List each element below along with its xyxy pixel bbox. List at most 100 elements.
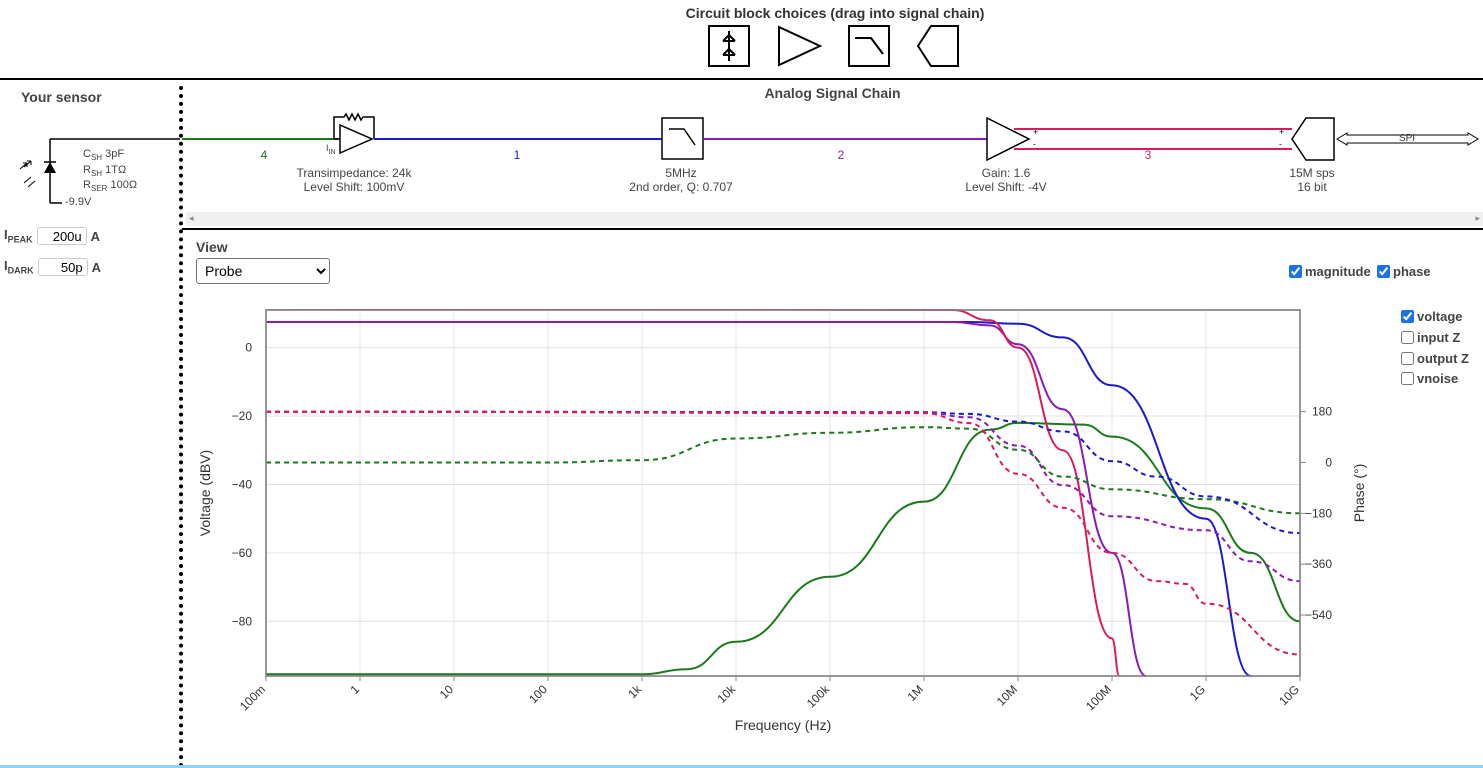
- panel-splitter[interactable]: [179, 86, 183, 768]
- series-line-7: [265, 410, 1301, 656]
- output-z-label: output Z: [1417, 351, 1469, 366]
- y-axis-title: Voltage (dBV): [197, 450, 213, 536]
- filter-block[interactable]: [848, 25, 890, 67]
- svg-text:+: +: [1033, 127, 1038, 137]
- tia-transimpedance: Transimpedance: 24k: [296, 166, 412, 180]
- phase-label: phase: [1393, 264, 1431, 279]
- output-z-checkbox[interactable]: [1401, 352, 1414, 365]
- adc-chain-block[interactable]: + -: [1279, 117, 1335, 161]
- csh-value: 3pF: [105, 148, 125, 160]
- signal-chain-title: Analog Signal Chain: [764, 85, 901, 101]
- x-tick-label: 100m: [237, 682, 268, 713]
- photodiode-symbol[interactable]: [14, 135, 180, 210]
- ipeak-row: IPEAK A: [4, 225, 100, 247]
- plot-mask-bottom: [264, 677, 1302, 750]
- ipeak-label: IPEAK: [4, 227, 33, 245]
- tia-level-shift: Level Shift: 100mV: [303, 180, 405, 194]
- filter-freq: 5MHz: [665, 166, 697, 180]
- voltage-toggle[interactable]: voltage: [1401, 309, 1463, 324]
- sensor-bias: -9.9V: [65, 196, 92, 208]
- phase-toggle[interactable]: phase: [1377, 264, 1431, 279]
- idark-unit: A: [91, 259, 102, 275]
- top-divider: [0, 78, 1483, 80]
- sensor-csh: CSH 3pF: [83, 148, 125, 163]
- input-z-label: input Z: [1417, 330, 1461, 345]
- adc-label: 15M sps 16 bit: [1262, 166, 1362, 194]
- series-line-2: [266, 321, 1147, 677]
- idark-label: IDARK: [4, 258, 34, 276]
- vnoise-toggle[interactable]: vnoise: [1401, 371, 1458, 386]
- plot-frame-top: [265, 309, 1301, 677]
- output-z-toggle[interactable]: output Z: [1401, 351, 1469, 366]
- net-label-4: 4: [260, 148, 268, 162]
- photodiode-block[interactable]: [708, 25, 750, 67]
- window-bottom-border: [0, 765, 1483, 768]
- svg-text:-: -: [1033, 139, 1036, 149]
- scroll-left-icon[interactable]: ◂: [189, 213, 194, 223]
- series-line-5: [265, 410, 1301, 535]
- y-tick-label: 0: [245, 341, 252, 355]
- tia-label: Transimpedance: 24k Level Shift: 100mV: [274, 166, 434, 194]
- y2-tick-label: 180: [1312, 405, 1332, 419]
- svg-text:-: -: [1279, 139, 1282, 149]
- vnoise-checkbox[interactable]: [1401, 372, 1414, 385]
- tia-block[interactable]: [333, 112, 375, 155]
- voltage-label: voltage: [1417, 309, 1463, 324]
- adc-bits: 16 bit: [1297, 180, 1327, 194]
- net-label-3: 3: [1144, 148, 1152, 162]
- series-line-6: [265, 410, 1301, 583]
- y2-tick-label: −360: [1305, 557, 1332, 571]
- y2-tick-label: −540: [1305, 608, 1332, 622]
- sensor-rser: RSER 100Ω: [83, 179, 138, 194]
- magnitude-toggle[interactable]: magnitude: [1289, 264, 1371, 279]
- net-label-2: 2: [837, 148, 845, 162]
- y2-axis-title: Phase (°): [1351, 464, 1367, 523]
- gain-value: Gain: 1.6: [981, 166, 1031, 180]
- plot-mask-top: [264, 290, 1302, 309]
- series-line-4: [265, 426, 1301, 515]
- filter-chain-block[interactable]: [661, 117, 704, 160]
- phase-checkbox[interactable]: [1377, 265, 1390, 278]
- y-tick-label: −80: [232, 614, 253, 628]
- sensor-rsh: RSH 1TΩ: [83, 164, 127, 179]
- gain-label: Gain: 1.6 Level Shift: -4V: [926, 166, 1086, 194]
- block-choices-title: Circuit block choices (drag into signal …: [685, 5, 985, 21]
- view-select[interactable]: Probe: [196, 258, 330, 284]
- y-tick-label: −60: [232, 546, 253, 560]
- magnitude-checkbox[interactable]: [1289, 265, 1302, 278]
- series-line-3: [265, 307, 1121, 677]
- ipeak-input[interactable]: [36, 227, 87, 245]
- view-label: View: [196, 239, 228, 255]
- chain-divider: [182, 228, 1483, 230]
- x-axis-title: Frequency (Hz): [735, 717, 831, 733]
- series-line-1: [266, 321, 1252, 677]
- gain-level-shift: Level Shift: -4V: [965, 180, 1047, 194]
- bode-plot[interactable]: 100m 1 10 100 1k 10k 100k 1M 10M 100M 1G 10G0−20−40…: [190, 290, 1390, 750]
- filter-order: 2nd order, Q: 0.707: [629, 180, 733, 194]
- gain-block[interactable]: + -: [986, 116, 1038, 162]
- signal-chain-canvas: + - + -: [182, 112, 1479, 162]
- spi-label: SPI: [1398, 133, 1416, 144]
- magnitude-label: magnitude: [1305, 264, 1371, 279]
- idark-row: IDARK A: [4, 256, 101, 278]
- vnoise-label: vnoise: [1417, 371, 1459, 386]
- svg-text:+: +: [1279, 127, 1284, 137]
- ipeak-unit: A: [90, 228, 101, 244]
- sensor-title: Your sensor: [21, 89, 102, 105]
- y2-tick-label: −180: [1305, 506, 1332, 520]
- voltage-checkbox[interactable]: [1401, 310, 1414, 323]
- y2-tick-label: 0: [1325, 456, 1332, 470]
- adc-rate: 15M sps: [1289, 166, 1335, 180]
- adc-block[interactable]: [917, 25, 959, 67]
- amplifier-block[interactable]: [777, 25, 823, 67]
- input-z-toggle[interactable]: input Z: [1401, 330, 1460, 345]
- filter-label: 5MHz 2nd order, Q: 0.707: [601, 166, 761, 194]
- chain-scrollbar[interactable]: ◂ ▸: [186, 212, 1483, 226]
- input-z-checkbox[interactable]: [1401, 331, 1414, 344]
- net-label-1: 1: [513, 148, 521, 162]
- y-tick-label: −40: [232, 477, 253, 491]
- scroll-right-icon[interactable]: ▸: [1475, 213, 1480, 223]
- idark-input[interactable]: [37, 258, 88, 276]
- spi-bus: [1336, 132, 1479, 146]
- iin-label: IIN: [326, 143, 336, 156]
